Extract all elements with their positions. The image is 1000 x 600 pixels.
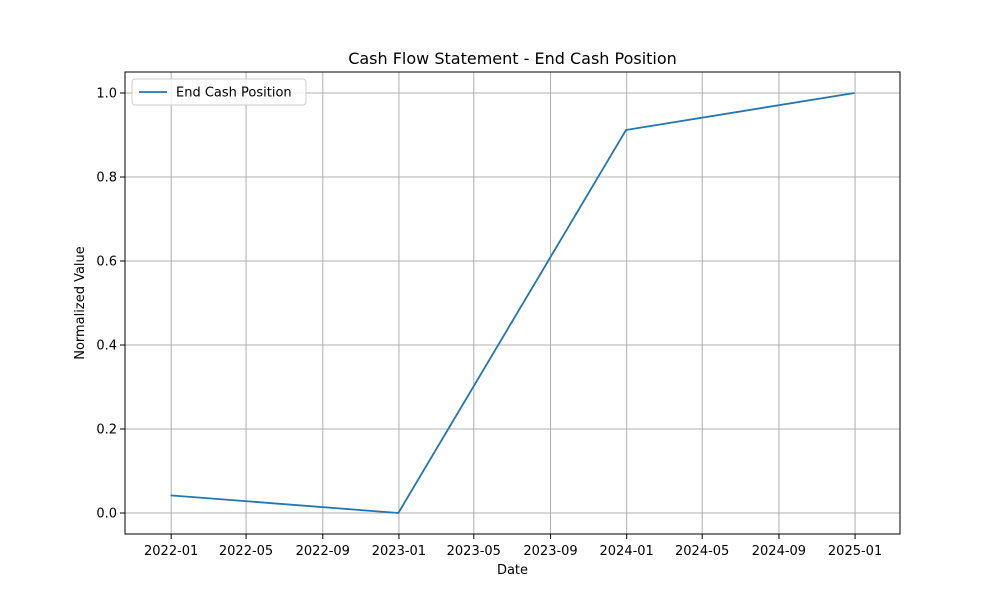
y-tick-label: 0.6 bbox=[96, 255, 117, 270]
series-layer bbox=[170, 92, 855, 514]
x-tick-label: 2022-09 bbox=[296, 544, 350, 559]
series-line-0 bbox=[170, 92, 855, 514]
x-tick-label: 2022-01 bbox=[144, 544, 198, 559]
plot-area bbox=[124, 71, 901, 535]
x-tick-label: 2024-05 bbox=[675, 544, 729, 559]
x-tick-label: 2025-01 bbox=[828, 544, 882, 559]
x-tick-label: 2023-05 bbox=[447, 544, 501, 559]
legend-label: End Cash Position bbox=[176, 86, 292, 101]
x-axis-label: Date bbox=[497, 563, 528, 578]
y-axis: 0.0 0.2 0.4 0.6 0.8 1.0 bbox=[96, 87, 125, 522]
x-axis: 2022-01 2022-05 2022-09 2023-01 2023-05 2023-… bbox=[144, 534, 882, 559]
chart-title: Cash Flow Statement - End Cash Position bbox=[348, 49, 677, 68]
y-tick-label: 0.8 bbox=[96, 171, 117, 186]
y-tick-label: 0.0 bbox=[96, 507, 117, 522]
y-tick-label: 0.4 bbox=[96, 339, 117, 354]
legend-box bbox=[131, 78, 307, 106]
x-tick-label: 2024-09 bbox=[752, 544, 806, 559]
x-tick-label: 2023-01 bbox=[372, 544, 426, 559]
x-tick-label: 2023-09 bbox=[523, 544, 577, 559]
legend: End Cash Position bbox=[131, 78, 307, 106]
y-tick-label: 0.2 bbox=[96, 423, 117, 438]
x-tick-label: 2022-05 bbox=[219, 544, 273, 559]
x-tick-label: 2024-01 bbox=[600, 544, 654, 559]
y-tick-label: 1.0 bbox=[96, 87, 117, 102]
y-axis-label: Normalized Value bbox=[73, 246, 88, 360]
